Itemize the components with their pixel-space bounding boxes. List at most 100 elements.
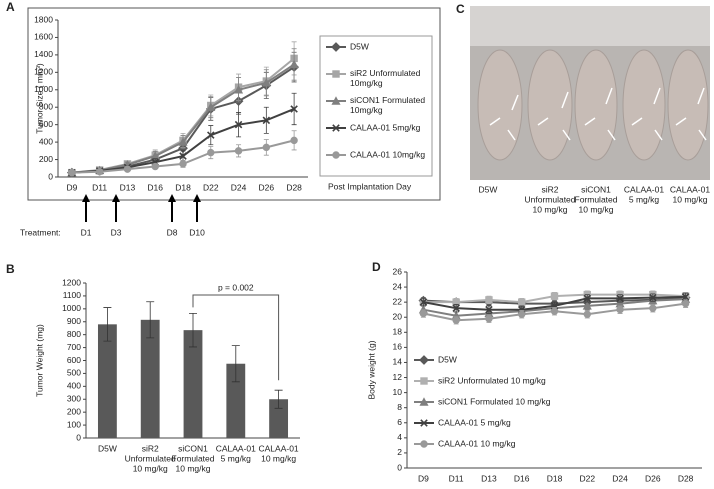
legend-label: siCON1 Formulated 10 mg/kg: [438, 396, 551, 406]
arrow-head: [193, 194, 201, 202]
x-tick-label: 5 mg/kg: [221, 453, 252, 463]
marker: [290, 105, 298, 113]
legend-label: CALAA-01 5mg/kg: [350, 122, 421, 132]
legend-label: CALAA-01 10mg/kg: [350, 149, 425, 159]
x-tick-label: D24: [612, 473, 628, 483]
error-bar: [146, 301, 155, 339]
marker: [207, 148, 215, 157]
photo-label: siCON1: [581, 184, 611, 194]
arrow-head: [112, 194, 120, 202]
mouse: [574, 49, 618, 161]
marker: [331, 42, 341, 52]
y-axis-title: Tumor Weight (mg): [34, 324, 44, 397]
marker: [234, 120, 243, 129]
photo: [470, 6, 710, 180]
x-tick-label: siR2: [142, 443, 159, 453]
marker: [261, 78, 271, 87]
marker: [485, 315, 493, 323]
y-tick-label: 600: [67, 355, 81, 365]
x-tick-label: D24: [231, 182, 247, 192]
x-tick-label: D18: [547, 473, 563, 483]
marker: [179, 160, 187, 168]
photo-label: 5 mg/kg: [629, 194, 660, 204]
x-tick-label: D22: [203, 182, 219, 192]
y-tick-label: 1000: [62, 303, 81, 313]
marker: [518, 298, 526, 306]
photo-label: 10 mg/kg: [673, 194, 708, 204]
y-tick-label: 16: [393, 342, 403, 352]
marker: [485, 305, 493, 314]
x-tick-label: D13: [120, 182, 136, 192]
x-tick-label: D11: [449, 473, 464, 483]
photo-label: Formulated: [575, 194, 618, 204]
mouse: [622, 49, 666, 161]
x-tick-label: D26: [645, 473, 661, 483]
marker: [234, 85, 244, 94]
x-tick-label: D22: [579, 473, 595, 483]
photo-label: CALAA-01: [624, 184, 664, 194]
y-tick-label: 200: [67, 406, 81, 416]
marker: [207, 131, 215, 139]
photo-label: Unformulated: [524, 194, 575, 204]
y-tick-label: 24: [393, 281, 403, 291]
marker: [332, 124, 340, 132]
y-tick-label: 26: [393, 266, 403, 276]
y-tick-label: 14: [393, 357, 403, 367]
marker: [179, 152, 187, 160]
marker: [583, 310, 591, 318]
x-tick-label: 10 mg/kg: [133, 463, 168, 473]
y-tick-label: 4: [397, 432, 402, 442]
y-tick-label: 0: [76, 432, 81, 442]
y-tick-label: 2: [397, 447, 402, 457]
marker: [178, 137, 188, 146]
marker: [419, 355, 429, 365]
x-tick-label: D16: [514, 473, 530, 483]
x-tick-label: D28: [678, 473, 694, 483]
p-value: p = 0.002: [218, 282, 254, 292]
marker: [420, 440, 428, 448]
treatment-day: D1: [81, 227, 92, 237]
significance-bracket: [192, 294, 280, 381]
y-tick-label: 200: [39, 154, 53, 164]
legend-label: siR2 Unformulated 10mg/kg: [350, 68, 421, 88]
x-tick-label: D28: [286, 182, 302, 192]
y-tick-label: 600: [39, 119, 53, 129]
y-tick-label: 800: [67, 329, 81, 339]
x-tick-label: 10 mg/kg: [261, 453, 296, 463]
x-tick-label: Unformulated: [125, 453, 176, 463]
legend-label: siCON1 Formulated 10mg/kg: [350, 95, 425, 115]
marker: [331, 96, 341, 105]
y-tick-label: 6: [397, 417, 402, 427]
x-tick-label: D26: [259, 182, 275, 192]
marker: [419, 397, 429, 406]
x-tick-label: D9: [66, 182, 77, 192]
marker: [452, 316, 460, 324]
photo-label: siR2: [541, 184, 558, 194]
arrow-head: [168, 194, 176, 202]
x-tick-label: D5W: [98, 443, 117, 453]
y-tick-label: 1200: [34, 67, 53, 77]
marker: [681, 293, 690, 301]
panel-label: B: [6, 262, 15, 276]
marker: [681, 299, 690, 308]
marker: [616, 294, 624, 303]
x-tick-label: 10 mg/kg: [176, 463, 211, 473]
marker: [649, 293, 657, 302]
marker: [420, 419, 428, 427]
marker: [206, 102, 216, 111]
marker: [420, 377, 428, 385]
y-tick-label: 300: [67, 394, 81, 404]
y-tick-label: 18: [393, 327, 403, 337]
treatment-day: D10: [189, 227, 205, 237]
legend-label: D5W: [438, 354, 457, 364]
marker: [419, 298, 428, 306]
y-tick-label: 1800: [34, 14, 53, 24]
y-tick-label: 800: [39, 101, 53, 111]
y-tick-label: 10: [393, 387, 403, 397]
marker: [582, 301, 592, 310]
y-axis-title: Body weight (g): [366, 340, 376, 399]
panel-label: A: [6, 0, 15, 14]
marker: [234, 147, 243, 155]
treatment-day: D3: [111, 227, 122, 237]
